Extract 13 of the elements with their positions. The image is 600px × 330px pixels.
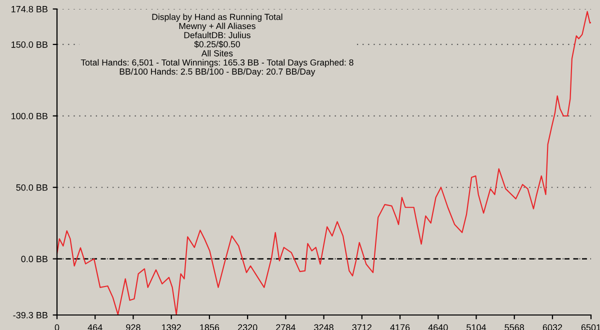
y-tick-label: -39.3 BB xyxy=(13,312,48,318)
y-tick-label: 0.0 BB xyxy=(21,256,48,262)
y-tick-label: 100.0 BB xyxy=(12,112,48,120)
annotation: BB/100 Hands: 2.5 BB/100 - BB/Day: 20.7 BB/Day xyxy=(120,68,316,76)
y-tick-label: 150.0 BB xyxy=(12,41,48,48)
y-tick-label: 174.8 BB xyxy=(12,6,48,12)
y-tick-label: 50.0 BB xyxy=(16,184,48,191)
annotation: All Sites xyxy=(201,50,233,56)
annotation: Display by Hand as Running Total xyxy=(152,14,282,22)
annotation: $0.25/$0.50 xyxy=(194,40,240,48)
annotation: Mewny + All Aliases xyxy=(179,22,256,31)
annotation: Total Hands: 6,501 - Total Winnings: 165.3 BB - Total Days Graphed: 8 xyxy=(80,59,354,68)
annotation: DefaultDB: Julius xyxy=(184,32,250,38)
